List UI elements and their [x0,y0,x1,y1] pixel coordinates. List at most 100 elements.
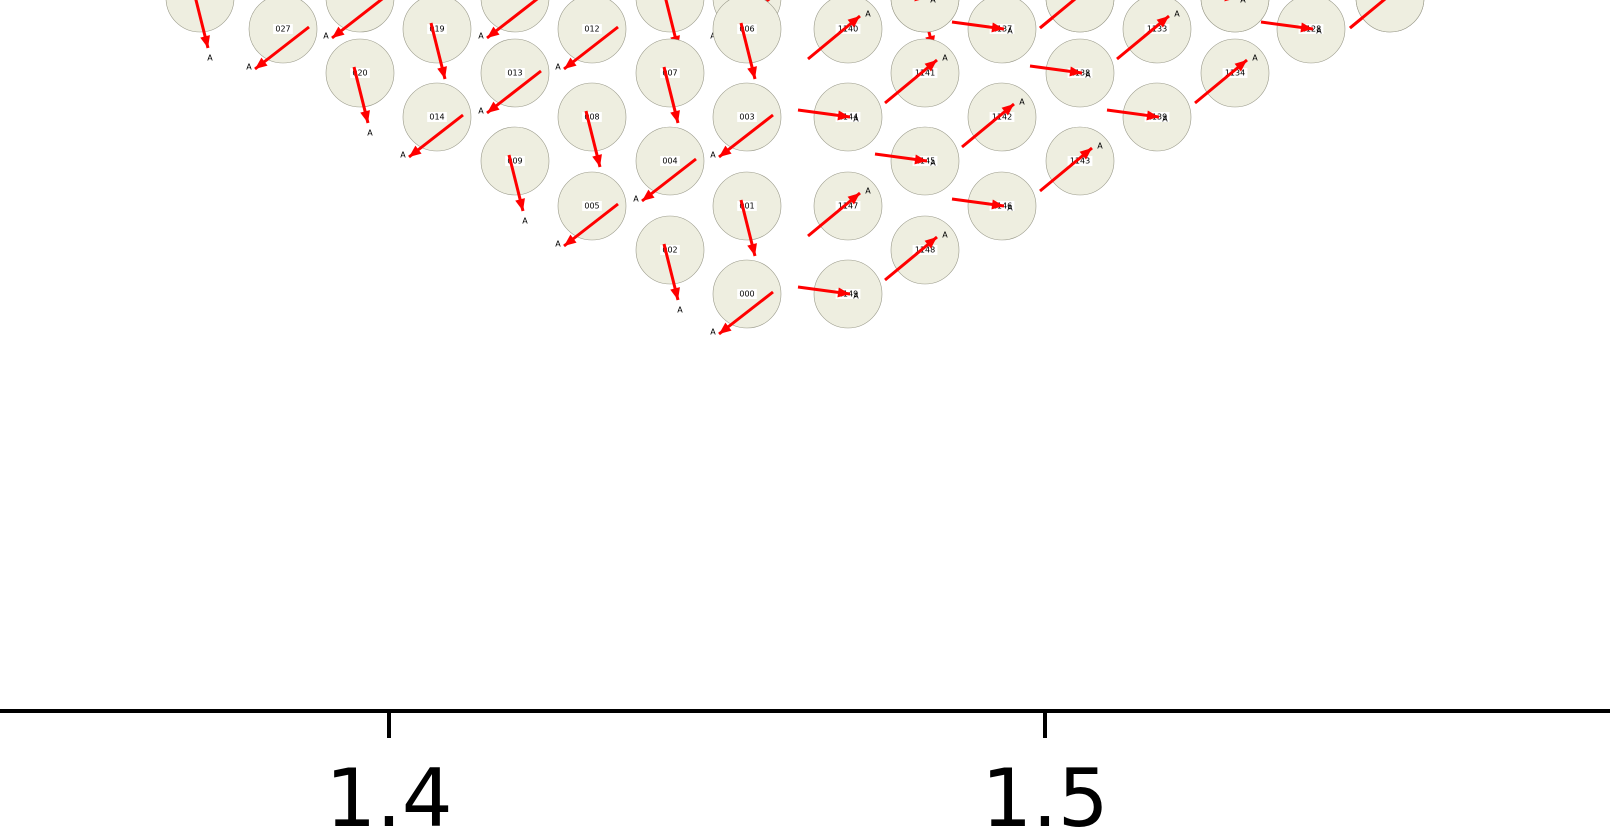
arrow-label: A [1019,98,1025,107]
node-020: 020 A [325,38,395,138]
node-label: 1142 [992,113,1012,122]
arrowhead [1001,104,1014,116]
node-label: 013 [507,69,522,78]
arrow-label: A [710,32,716,41]
node: A [1349,0,1425,33]
node-1141: 1141 A [884,38,960,108]
node-label-bg [737,289,757,299]
node-1142: 1142 A [961,82,1037,152]
node-1139: 1139A [1106,82,1192,152]
arrow-label: A [478,32,484,41]
arrowhead [564,234,577,246]
node-1133: 1133 A [1116,0,1192,64]
node-002: 002 A [635,215,705,315]
arrowhead [592,154,602,167]
node-label: 008 [584,113,599,122]
arrow-label: A [930,159,936,168]
node-label: 019 [429,25,444,34]
arrow-label: A [1252,54,1258,63]
node-label-bg [273,24,293,34]
arrowhead [1224,0,1230,2]
node-label: 014 [429,113,444,122]
node-label-bg [912,245,938,255]
arrowhead [847,16,860,28]
arrowhead [747,66,757,79]
node-label: 005 [584,202,599,211]
arrowhead [991,22,1004,33]
arrow-label: A [677,306,683,315]
node-007: 007A [635,38,705,138]
node-label: 1140 [838,25,858,34]
node: A [1200,0,1270,33]
node-label: 1134 [1225,69,1245,78]
arrowhead [437,66,447,79]
node-label-bg [427,24,447,34]
node-012: 012 A [555,0,627,72]
node-013: 013 A [478,38,550,116]
node-label-bg [582,112,602,122]
arrowhead [719,145,732,157]
arrowhead [924,60,937,72]
node: A [323,0,395,41]
node-1149: 1149A [797,259,883,329]
arrow-label: A [207,54,213,63]
arrowhead [991,199,1004,210]
arrow-label: A [865,10,871,19]
arrowhead [847,193,860,205]
node-label: 1143 [1070,157,1090,166]
node-label: 1147 [838,202,858,211]
arrowhead [1234,60,1247,72]
node-1146: 1146A [951,171,1037,241]
node-label-bg [427,112,447,122]
arrowhead [837,110,850,121]
arrow-label: A [367,129,373,138]
arrowhead [200,35,210,48]
node-1134: 1134 A [1194,38,1270,108]
arrowhead [719,322,732,334]
node-label-bg [737,112,757,122]
node-label: 020 [352,69,367,78]
arrow-label: A [1174,10,1180,19]
node-label: 007 [662,69,677,78]
arrowhead [1079,148,1092,160]
node: A [890,0,960,33]
arrow-label: A [853,292,859,301]
node-1137: 1137A [951,0,1037,64]
node-1138: 1138A [1029,38,1115,108]
arrow-label: A [633,195,639,204]
node-label-bg [660,68,680,78]
arrow-label: A [1316,27,1322,36]
arrow-label: A [323,32,329,41]
arrowhead [487,26,500,38]
arrow-label: A [555,240,561,249]
arrow-label: A [555,63,561,72]
node-019: 019A [402,0,472,94]
node-label-bg [505,156,525,166]
arrow-label: A [710,151,716,160]
node: A [165,0,235,63]
arrowhead [642,189,655,201]
arrowhead [1146,110,1159,121]
arrowhead [332,26,345,38]
node-label-bg [1222,68,1248,78]
arrow-label: A [1007,204,1013,213]
node-1128: 1128A [1260,0,1346,64]
arrowhead [1300,22,1313,33]
node-1144: 1144A [797,82,883,152]
node-label-bg [582,24,602,34]
node-label-bg [737,24,757,34]
node-label: 027 [275,25,290,34]
node-label-bg [912,68,938,78]
node-label-bg [1067,156,1093,166]
arrowhead [837,287,850,298]
arrowhead [487,101,500,113]
node-circle [1200,0,1270,33]
node-000: 000 A [710,259,782,337]
arrow-label: A [1085,71,1091,80]
node-circle [890,0,960,33]
arrow-label: A [865,187,871,196]
node-006: 006 A [712,0,782,94]
arrowhead [1069,66,1082,77]
node-1147: 1147 A [807,171,883,241]
arrowhead [1156,16,1169,28]
